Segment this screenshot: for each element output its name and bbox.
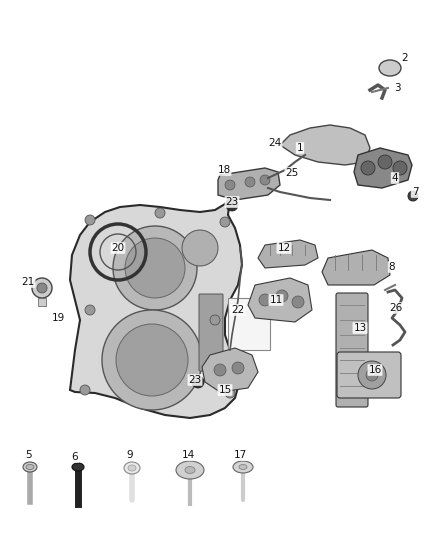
Text: 5: 5 <box>25 450 31 460</box>
Text: 26: 26 <box>389 303 403 313</box>
Text: 3: 3 <box>394 83 400 93</box>
Circle shape <box>292 296 304 308</box>
Text: 22: 22 <box>231 305 245 315</box>
Polygon shape <box>354 148 412 188</box>
Circle shape <box>245 177 255 187</box>
Bar <box>38 298 46 306</box>
Circle shape <box>155 208 165 218</box>
Text: 7: 7 <box>412 187 418 197</box>
Circle shape <box>226 199 238 211</box>
Circle shape <box>260 175 270 185</box>
Circle shape <box>116 324 188 396</box>
Circle shape <box>85 305 95 315</box>
Text: 6: 6 <box>72 452 78 462</box>
Ellipse shape <box>26 464 34 470</box>
Circle shape <box>220 217 230 227</box>
Text: 11: 11 <box>269 295 283 305</box>
Text: 15: 15 <box>219 385 232 395</box>
Text: 8: 8 <box>389 262 396 272</box>
Ellipse shape <box>124 462 140 474</box>
Circle shape <box>232 362 244 374</box>
Ellipse shape <box>23 462 37 472</box>
Polygon shape <box>280 125 370 165</box>
Circle shape <box>393 161 407 175</box>
Polygon shape <box>248 278 312 322</box>
Circle shape <box>85 215 95 225</box>
Circle shape <box>378 155 392 169</box>
Text: 18: 18 <box>217 165 231 175</box>
Ellipse shape <box>379 60 401 76</box>
Text: 17: 17 <box>233 450 247 460</box>
Polygon shape <box>322 250 390 285</box>
Circle shape <box>80 385 90 395</box>
Text: 23: 23 <box>188 375 201 385</box>
Circle shape <box>366 369 378 381</box>
Circle shape <box>358 361 386 389</box>
Circle shape <box>408 191 418 201</box>
FancyBboxPatch shape <box>199 294 223 371</box>
Circle shape <box>32 278 52 298</box>
Text: 12: 12 <box>277 243 291 253</box>
Circle shape <box>225 180 235 190</box>
Circle shape <box>214 364 226 376</box>
Text: 13: 13 <box>353 323 367 333</box>
Circle shape <box>361 161 375 175</box>
Circle shape <box>192 376 204 388</box>
Polygon shape <box>70 198 242 418</box>
Circle shape <box>259 294 271 306</box>
Text: 1: 1 <box>297 143 303 153</box>
Ellipse shape <box>176 461 204 479</box>
Text: 23: 23 <box>226 197 239 207</box>
Text: 19: 19 <box>51 313 65 323</box>
Bar <box>228 298 270 350</box>
Polygon shape <box>218 168 280 200</box>
Ellipse shape <box>233 461 253 473</box>
FancyBboxPatch shape <box>337 352 401 398</box>
Ellipse shape <box>72 463 84 471</box>
Circle shape <box>210 315 220 325</box>
Circle shape <box>125 238 185 298</box>
Text: 14: 14 <box>181 450 194 460</box>
Polygon shape <box>202 348 258 392</box>
Circle shape <box>276 290 288 302</box>
Text: 20: 20 <box>111 243 124 253</box>
Circle shape <box>102 310 202 410</box>
FancyBboxPatch shape <box>336 293 368 407</box>
Circle shape <box>113 226 197 310</box>
Polygon shape <box>258 240 318 268</box>
Text: 21: 21 <box>21 277 35 287</box>
Text: 9: 9 <box>127 450 133 460</box>
Text: 4: 4 <box>392 173 398 183</box>
Circle shape <box>182 230 218 266</box>
Circle shape <box>37 283 47 293</box>
Text: 25: 25 <box>286 168 299 178</box>
Ellipse shape <box>239 464 247 470</box>
Text: 24: 24 <box>268 138 282 148</box>
Circle shape <box>225 388 235 398</box>
Text: 16: 16 <box>368 365 381 375</box>
Ellipse shape <box>128 465 136 471</box>
Ellipse shape <box>185 466 195 473</box>
Text: 2: 2 <box>402 53 408 63</box>
